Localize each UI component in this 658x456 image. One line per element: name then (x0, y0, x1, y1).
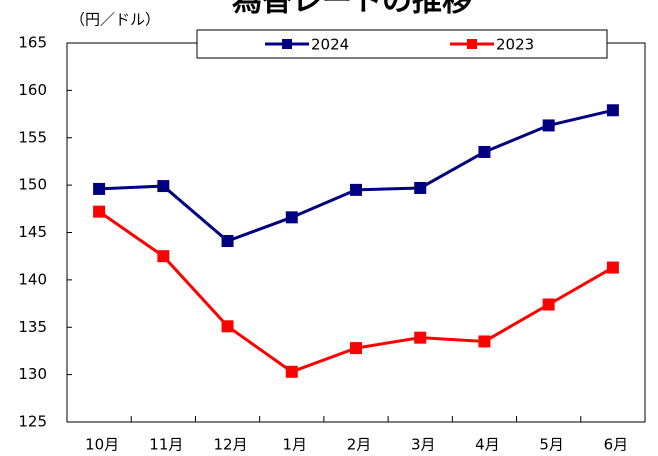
legend-marker (282, 39, 292, 49)
y-tick-label: 155 (18, 128, 47, 146)
series-marker (93, 182, 106, 195)
x-tick-label: 2月 (347, 436, 372, 454)
plot-area (66, 42, 646, 423)
series-marker (478, 145, 491, 158)
y-tick-label: 145 (18, 223, 47, 241)
series-marker (414, 331, 427, 344)
legend-label: 2023 (496, 36, 534, 54)
x-tick-label: 6月 (604, 436, 629, 454)
series-marker (157, 250, 170, 263)
series-marker (221, 320, 234, 333)
legend-marker (467, 39, 477, 49)
series-marker (414, 181, 427, 194)
series-marker (606, 104, 619, 117)
x-tick-label: 4月 (475, 436, 500, 454)
y-tick-label: 160 (18, 81, 47, 99)
series-marker (542, 298, 555, 311)
series-marker (350, 183, 362, 196)
series-marker (285, 211, 298, 224)
series-marker (93, 205, 106, 218)
legend-label: 2024 (311, 36, 349, 54)
x-tick-label: 3月 (411, 436, 436, 454)
y-tick-label: 135 (18, 318, 47, 336)
x-tick-label: 12月 (214, 436, 248, 454)
y-tick-label: 140 (18, 270, 47, 288)
y-tick-label: 165 (18, 34, 47, 52)
chart-title: 為替レートの推移 (232, 0, 472, 19)
x-tick-label: 11月 (149, 436, 183, 454)
series-marker (606, 261, 619, 274)
x-tick-label: 1月 (283, 436, 308, 454)
legend-box (196, 29, 608, 59)
series-marker (285, 365, 298, 378)
y-tick-label: 130 (18, 365, 47, 383)
x-tick-label: 5月 (539, 436, 564, 454)
series-marker (542, 119, 555, 132)
y-tick-label: 125 (18, 413, 47, 431)
y-axis-label: （円／ドル） (70, 11, 160, 29)
x-tick-label: 10月 (85, 436, 119, 454)
series-marker (157, 180, 170, 193)
y-tick-label: 150 (18, 176, 47, 194)
series-marker (350, 342, 362, 355)
series-marker (478, 335, 491, 348)
series-line (99, 108, 614, 243)
series-marker (221, 235, 234, 248)
